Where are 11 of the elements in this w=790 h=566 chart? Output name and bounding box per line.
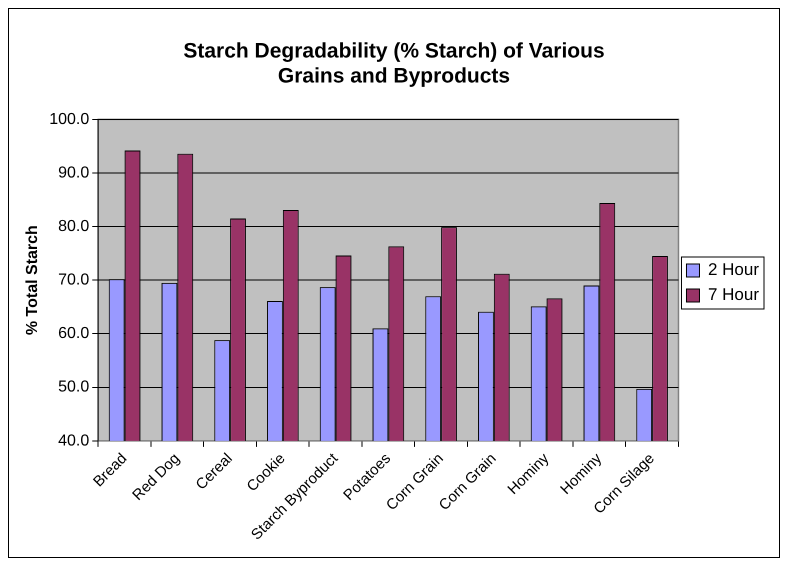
chart-title: Starch Degradability (% Starch) of Various Grains and Byproducts bbox=[183, 39, 605, 88]
y-tick-label: 50.0 bbox=[58, 378, 90, 396]
y-tick-label: 40.0 bbox=[58, 432, 90, 450]
y-tick-label: 80.0 bbox=[58, 218, 90, 235]
y-tick-label: 70.0 bbox=[58, 272, 90, 289]
y-tick-label: 60.0 bbox=[58, 325, 90, 342]
legend-label: 2 Hour bbox=[708, 260, 760, 280]
y-axis-title: % Total Starch bbox=[24, 225, 42, 336]
y-tick-label: 90.0 bbox=[58, 164, 90, 182]
legend-label: 7 Hour bbox=[708, 285, 760, 304]
y-tick-label: 100.0 bbox=[49, 110, 90, 128]
